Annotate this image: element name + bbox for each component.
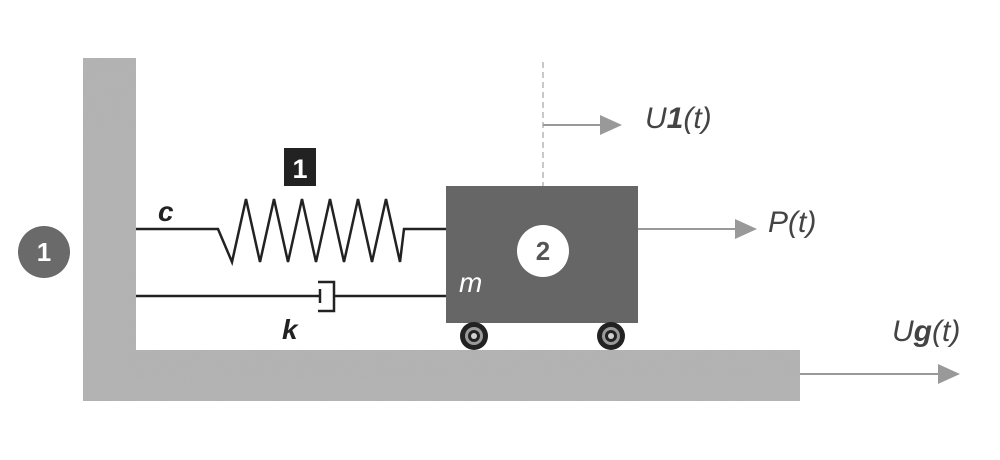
wall-badge-number: 1 xyxy=(37,237,51,267)
label-m: m xyxy=(459,267,482,298)
spring-badge-box xyxy=(284,148,316,186)
ground-motion-arrow xyxy=(800,364,960,384)
label-u1: U1(t) xyxy=(645,102,712,135)
mass-badge: 2 xyxy=(517,225,569,277)
wheel-left xyxy=(460,322,488,350)
wall-badge-circle xyxy=(18,226,70,278)
wheel-right xyxy=(597,322,625,350)
label-k: k xyxy=(282,314,299,345)
spring-badge-number: 1 xyxy=(292,154,307,184)
spring xyxy=(136,198,446,267)
force-arrow xyxy=(638,219,757,239)
label-ug: Ug(t) xyxy=(892,315,960,348)
spring-badge: 1 xyxy=(284,148,316,186)
mass-badge-number: 2 xyxy=(536,236,550,266)
displacement-arrow xyxy=(543,115,622,135)
label-c: c xyxy=(158,196,174,227)
wall-badge: 1 xyxy=(18,226,70,278)
damper xyxy=(136,280,446,313)
label-force: P(t) xyxy=(768,206,816,239)
mass-badge-circle xyxy=(517,225,569,277)
